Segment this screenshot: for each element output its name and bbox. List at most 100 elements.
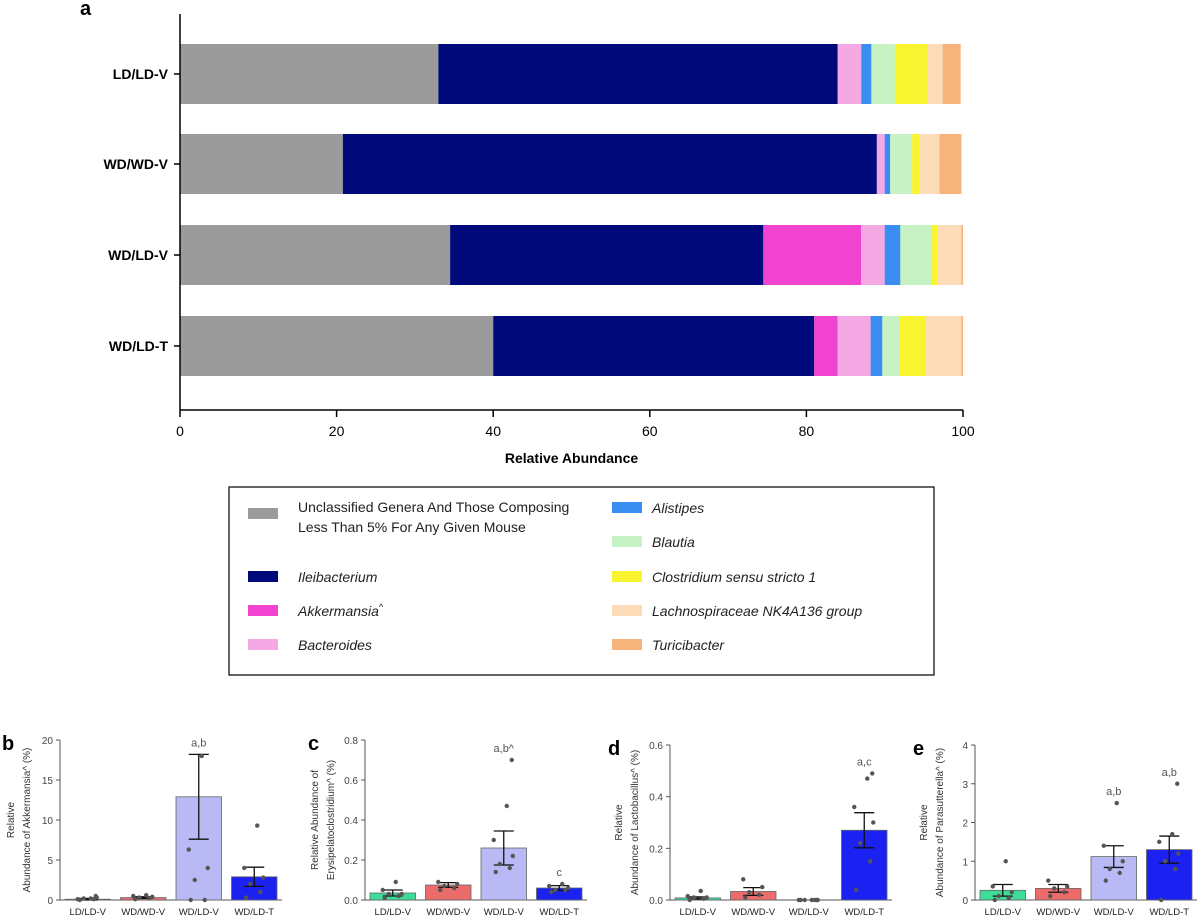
data-point (1003, 859, 1008, 864)
data-point (858, 840, 863, 846)
data-point (261, 875, 266, 880)
data-point (188, 897, 193, 903)
category-label: WD/LD-T (844, 907, 884, 918)
data-point (743, 895, 748, 900)
panel-c-label: c (308, 733, 319, 755)
bar-segment-ileibacterium (342, 134, 877, 194)
bar-segment-ileibacterium (450, 225, 764, 285)
bar-segment-bacteroides (876, 134, 885, 194)
data-point (1159, 897, 1164, 903)
panel-d: d Relative Abundance of Lactobacillus^ (%)… (608, 738, 892, 918)
legend-swatch-clostridium (612, 571, 642, 582)
y-tick-label: 5 (47, 856, 53, 867)
y-tick-label: 0.2 (344, 856, 358, 867)
bar-segment-ileibacterium (438, 44, 838, 104)
y-tick-label: 0 (962, 896, 968, 907)
data-point (1107, 866, 1112, 872)
y-axis-title: Relative (6, 802, 17, 839)
data-point (796, 897, 801, 903)
data-point (137, 895, 142, 900)
category-label: WD/WD-V (731, 907, 775, 918)
data-point (507, 865, 512, 871)
y-tick-label: 0.8 (344, 736, 358, 747)
y-axis-title: Erysipelatoclostridium^ (%) (326, 760, 337, 880)
panel-d-label: d (608, 738, 620, 760)
y-axis-title: Relative (614, 804, 625, 841)
data-point (133, 897, 138, 902)
category-label: WD/LD-T (109, 338, 169, 354)
bar-segment-alistipes (861, 44, 872, 104)
legend-label: Unclassified Genera And Those Composing (298, 499, 569, 515)
legend-swatch-bacteroides (248, 639, 278, 650)
data-point (547, 883, 552, 889)
data-point (992, 897, 997, 903)
bar-segment-bacteroides (837, 316, 871, 376)
caret-superscript: ^ (379, 602, 384, 612)
bar-segment-clostridium (912, 134, 920, 194)
data-point (202, 897, 207, 903)
data-point (1101, 843, 1106, 848)
bar-segment-clostridium (931, 225, 938, 285)
y-tick-label: 15 (42, 776, 54, 787)
data-point (399, 891, 404, 897)
data-point (510, 853, 515, 859)
panel-b-label: b (2, 733, 14, 755)
y-tick-label: 20 (42, 736, 54, 747)
y-tick-label: 0.2 (649, 844, 663, 855)
legend-label: Blautia (652, 534, 695, 550)
y-tick-label: 0.0 (649, 896, 663, 907)
category-label: WD/LD-V (108, 247, 169, 263)
data-point (685, 893, 690, 899)
data-point (1103, 878, 1108, 883)
data-point (1062, 890, 1067, 895)
category-label: WD/WD-V (121, 907, 165, 918)
category-label: LD/LD-V (375, 907, 412, 918)
data-point (242, 865, 247, 871)
x-tick-label: 40 (485, 423, 501, 439)
data-point (1052, 886, 1057, 891)
bar-segment-lachnospiraceae (937, 225, 962, 285)
significance-label: a,b (191, 737, 206, 749)
panel-b: b Relative Abundance of Akkermansia^ (%) 0 5… (2, 733, 282, 918)
category-label: WD/LD-V (1094, 907, 1135, 918)
data-point (1117, 870, 1122, 876)
category-label: WD/LD-V (484, 907, 525, 918)
data-point (1163, 859, 1168, 864)
data-point (497, 861, 502, 867)
bar-segment-turicibacter (942, 44, 961, 104)
bar-segment-lachnospiraceae (926, 316, 962, 376)
data-point (455, 881, 460, 887)
bar-segment-bacteroides (837, 44, 862, 104)
x-tick-label: 0 (176, 423, 184, 439)
y-tick-label: 0.0 (344, 896, 358, 907)
legend-swatch-alistipes (612, 502, 642, 513)
y-tick-label: 10 (42, 816, 54, 827)
panel-e: e Relative Abundance of Parasutterella^ (%… (913, 738, 1197, 918)
data-point (871, 820, 876, 825)
legend-swatch-unclassified (248, 508, 278, 519)
data-point (802, 897, 807, 903)
data-point (704, 895, 709, 900)
data-point (1065, 884, 1070, 889)
panel-a-label: a (80, 0, 92, 20)
data-point (868, 859, 873, 864)
bar-segment-bacteroides (861, 225, 885, 285)
data-point (1176, 851, 1181, 856)
y-axis-title: Relative (919, 804, 930, 841)
data-point (1006, 895, 1011, 901)
data-point (438, 887, 443, 893)
legend-swatch-ileibacterium (248, 571, 278, 582)
data-point (698, 888, 703, 894)
data-point (393, 879, 398, 885)
data-point (1114, 800, 1119, 806)
data-point (996, 893, 1001, 899)
data-point (1120, 859, 1125, 864)
bar-segment-blautia (871, 44, 895, 104)
data-point (199, 753, 204, 759)
bar-segment-turicibacter (961, 225, 963, 285)
bar-segment-blautia (900, 225, 932, 285)
data-point (192, 877, 197, 883)
data-point (1046, 878, 1051, 883)
y-tick-label: 1 (962, 857, 968, 868)
data-point (386, 891, 391, 897)
